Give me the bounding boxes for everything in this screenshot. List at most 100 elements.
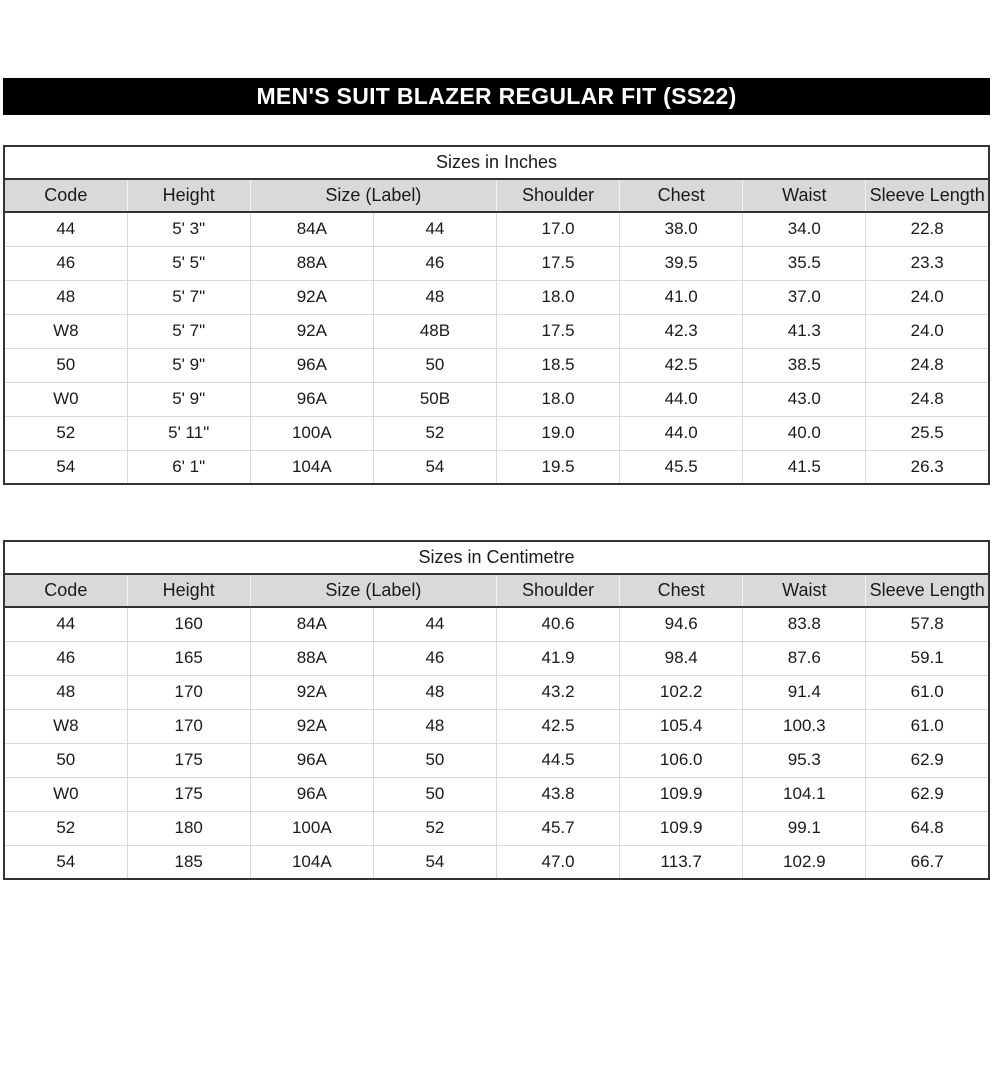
table-cell: 52 <box>372 415 498 451</box>
table-cell: 17.5 <box>495 245 621 281</box>
table-row: 48 5' 7" 92A 48 18.0 41.0 37.0 24.0 <box>3 279 990 315</box>
table-cell: 59.1 <box>865 640 990 676</box>
table-cell: 43.2 <box>495 674 621 710</box>
column-header: Shoulder <box>495 179 620 213</box>
table-cell: 105.4 <box>619 708 744 744</box>
table-cell: 66.7 <box>865 844 990 880</box>
column-header: Chest <box>619 179 743 213</box>
title-bar: MEN'S SUIT BLAZER REGULAR FIT (SS22) <box>3 78 990 115</box>
table-cell: 22.8 <box>865 211 990 247</box>
table-cell: 62.9 <box>865 742 990 778</box>
table-cell: 45.7 <box>495 810 621 846</box>
table-cell: 41.5 <box>742 449 867 485</box>
table-cell: 40.0 <box>742 415 867 451</box>
table-cell: 98.4 <box>619 640 744 676</box>
column-header: Waist <box>742 574 866 608</box>
table-cell: 34.0 <box>742 211 867 247</box>
table-cell: 35.5 <box>742 245 867 281</box>
table-row: 50 5' 9" 96A 50 18.5 42.5 38.5 24.8 <box>3 347 990 383</box>
column-header: Sleeve Length <box>865 179 989 213</box>
table-cell: 96A <box>249 742 374 778</box>
table-cell: 5' 11" <box>126 415 251 451</box>
table-cell: 25.5 <box>865 415 990 451</box>
table-cell: 39.5 <box>619 245 744 281</box>
table-row: W8 5' 7" 92A 48B 17.5 42.3 41.3 24.0 <box>3 313 990 349</box>
table-cell: 17.5 <box>495 313 621 349</box>
table-cell: 91.4 <box>742 674 867 710</box>
table-cell: 24.8 <box>865 381 990 417</box>
table-cell: 37.0 <box>742 279 867 315</box>
table-header-row: Code Height Size (Label) Shoulder Chest Waist… <box>4 179 989 213</box>
table-cell: 43.0 <box>742 381 867 417</box>
table-cell: 83.8 <box>742 606 867 642</box>
table-caption: Sizes in Inches <box>4 146 989 180</box>
table-cell: 165 <box>126 640 251 676</box>
table-cell: 5' 3" <box>126 211 251 247</box>
table-cell: 48B <box>372 313 498 349</box>
table-cell: 48 <box>372 708 498 744</box>
table-cell: 64.8 <box>865 810 990 846</box>
table-cell: 99.1 <box>742 810 867 846</box>
table-cell: 54 <box>372 449 498 485</box>
table-cell: 42.3 <box>619 313 744 349</box>
table-cell: 84A <box>249 606 374 642</box>
table-cell: 48 <box>3 279 128 315</box>
column-header: Code <box>4 179 128 213</box>
table-cell: 109.9 <box>619 776 744 812</box>
table-row: 52 180 100A 52 45.7 109.9 99.1 64.8 <box>3 810 990 846</box>
table-cell: 62.9 <box>865 776 990 812</box>
column-header: Height <box>126 574 251 608</box>
table-cell: 42.5 <box>619 347 744 383</box>
table-cell: 48 <box>372 674 498 710</box>
size-chart-sheet: MEN'S SUIT BLAZER REGULAR FIT (SS22) Siz… <box>0 78 1000 880</box>
table-cell: 43.8 <box>495 776 621 812</box>
table-cell: 104.1 <box>742 776 867 812</box>
table-cell: 5' 7" <box>126 313 251 349</box>
table-cell: 48 <box>372 279 498 315</box>
table-cell: 52 <box>372 810 498 846</box>
table-row: 54 6' 1" 104A 54 19.5 45.5 41.5 26.3 <box>3 449 990 485</box>
sizes-in-centimetre-table: Sizes in Centimetre Code Height Size (Label… <box>3 540 990 880</box>
table-cell: 18.0 <box>495 381 621 417</box>
column-header: Shoulder <box>495 574 620 608</box>
table-cell: 41.9 <box>495 640 621 676</box>
table-cell: 26.3 <box>865 449 990 485</box>
table-cell: 175 <box>126 776 251 812</box>
table-cell: 61.0 <box>865 674 990 710</box>
table-cell: W0 <box>3 381 128 417</box>
table-cell: 185 <box>126 844 251 880</box>
table-cell: 52 <box>3 810 128 846</box>
table-row: 52 5' 11" 100A 52 19.0 44.0 40.0 25.5 <box>3 415 990 451</box>
table-row: 54 185 104A 54 47.0 113.7 102.9 66.7 <box>3 844 990 880</box>
column-header: Height <box>126 179 251 213</box>
table-cell: 50B <box>372 381 498 417</box>
table-cell: 23.3 <box>865 245 990 281</box>
table-cell: 96A <box>249 347 374 383</box>
table-cell: 54 <box>372 844 498 880</box>
table-cell: 104A <box>249 449 374 485</box>
table-cell: 160 <box>126 606 251 642</box>
table-row: W0 175 96A 50 43.8 109.9 104.1 62.9 <box>3 776 990 812</box>
table-cell: 47.0 <box>495 844 621 880</box>
table-cell: 52 <box>3 415 128 451</box>
table-cell: 5' 7" <box>126 279 251 315</box>
table-cell: 54 <box>3 844 128 880</box>
table-cell: 109.9 <box>619 810 744 846</box>
table-row: 48 170 92A 48 43.2 102.2 91.4 61.0 <box>3 674 990 710</box>
table-row: W8 170 92A 48 42.5 105.4 100.3 61.0 <box>3 708 990 744</box>
table-cell: 87.6 <box>742 640 867 676</box>
table-row: 46 5' 5" 88A 46 17.5 39.5 35.5 23.3 <box>3 245 990 281</box>
table-cell: 19.0 <box>495 415 621 451</box>
table-cell: 44.0 <box>619 415 744 451</box>
table-row: 46 165 88A 46 41.9 98.4 87.6 59.1 <box>3 640 990 676</box>
table-cell: 95.3 <box>742 742 867 778</box>
table-cell: 18.0 <box>495 279 621 315</box>
table-cell: 40.6 <box>495 606 621 642</box>
table-cell: 24.0 <box>865 279 990 315</box>
table-cell: 46 <box>3 640 128 676</box>
table-cell: 92A <box>249 708 374 744</box>
table-row: 44 5' 3" 84A 44 17.0 38.0 34.0 22.8 <box>3 211 990 247</box>
table-cell: 102.2 <box>619 674 744 710</box>
table-cell: 46 <box>3 245 128 281</box>
sizes-in-inches-table: Sizes in Inches Code Height Size (Label) Sho… <box>3 145 990 485</box>
